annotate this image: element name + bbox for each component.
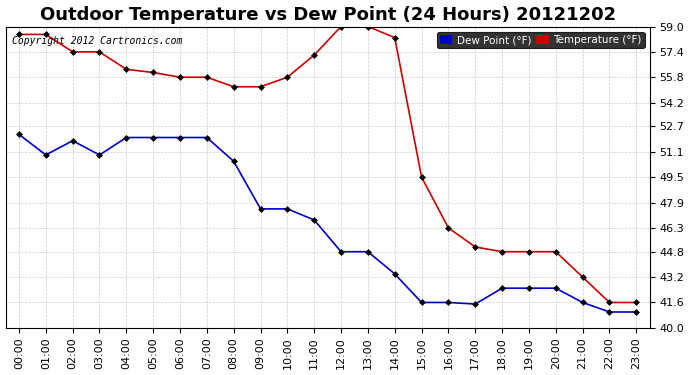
Title: Outdoor Temperature vs Dew Point (24 Hours) 20121202: Outdoor Temperature vs Dew Point (24 Hou…	[39, 6, 615, 24]
Text: Copyright 2012 Cartronics.com: Copyright 2012 Cartronics.com	[12, 36, 182, 45]
Legend: Dew Point (°F), Temperature (°F): Dew Point (°F), Temperature (°F)	[437, 32, 644, 48]
